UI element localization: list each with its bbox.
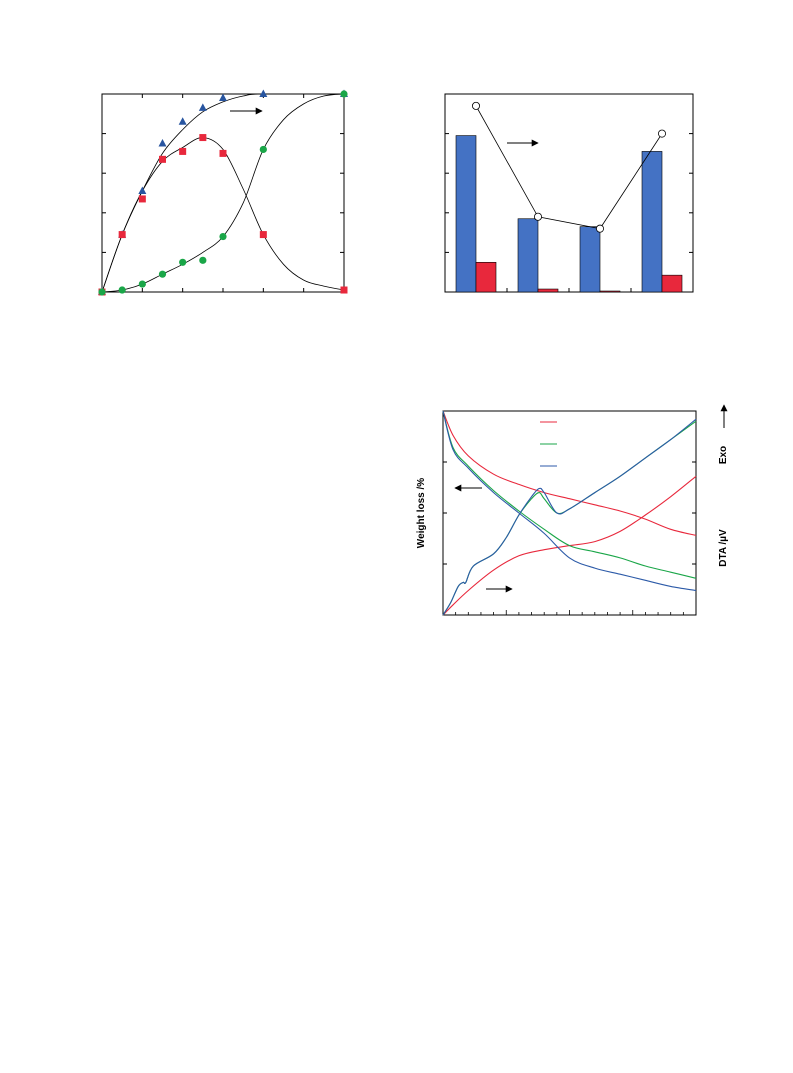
chart-2-ticks	[445, 93, 693, 293]
chart-2-bar-series-1	[641, 151, 663, 293]
chart-1-point-triangle	[178, 117, 187, 125]
chart-3-plot-frame	[442, 410, 697, 616]
chart-1-point-triangle	[219, 93, 227, 101]
chart-1-point-triangle	[158, 139, 167, 147]
chart-2-line-point	[534, 212, 543, 221]
chart-2-bars	[455, 135, 683, 293]
chart-1-point-circle	[179, 258, 187, 266]
chart-1-point-square	[219, 149, 227, 157]
chart-1-point-square	[118, 231, 126, 239]
chart-3-dta-line-1	[442, 475, 697, 616]
chart-2-bar-series-2	[599, 290, 621, 293]
chart-3-exo-label: Exo	[718, 446, 729, 464]
chart-2-bar-plot	[444, 93, 694, 293]
chart-3-lines	[442, 410, 697, 616]
chart-1-point-square	[179, 147, 187, 155]
chart-1-point-square	[159, 155, 166, 163]
chart-1-ticks	[101, 93, 345, 293]
chart-1-point-circle	[340, 90, 348, 98]
chart-1-point-square	[340, 286, 348, 294]
chart-2-bar-series-1	[579, 226, 601, 293]
chart-3-left-axis-label: Weight loss /%	[416, 478, 427, 548]
chart-2-line-point	[471, 101, 480, 110]
chart-3-right-axis-label: DTA /µV	[718, 529, 729, 567]
chart-1-point-square	[199, 134, 207, 142]
chart-1-point-circle	[118, 286, 126, 294]
chart-1-point-triangle	[259, 89, 268, 97]
chart-1-data-points	[98, 89, 348, 296]
chart-3-ticks	[442, 410, 697, 616]
chart-2-line-point	[596, 224, 605, 233]
chart-1-point-circle	[199, 256, 207, 264]
chart-1-point-circle	[259, 145, 267, 154]
chart-3-tg-line-3	[442, 410, 697, 592]
chart-2-bar-series-2	[475, 261, 497, 293]
chart-2-bar-series-2	[537, 288, 559, 293]
chart-1-curve-triangle	[101, 93, 345, 293]
chart-2-line-point	[658, 129, 667, 138]
chart-1-point-triangle	[198, 103, 207, 111]
chart-1-point-circle	[158, 270, 167, 278]
chart-1-plot-frame	[101, 93, 345, 293]
chart-3-dta-line-2	[442, 420, 697, 616]
chart-3-tg-line-1	[442, 410, 697, 536]
chart-3-dta-line-3	[442, 418, 697, 616]
chart-1-curve-circle	[101, 93, 345, 293]
chart-2-bar-series-2	[661, 274, 683, 293]
chart-3-tg-dta-plot: Weight loss /% DTA /µV Exo	[416, 404, 729, 616]
chart-1-point-triangle	[138, 186, 147, 195]
chart-1-point-circle	[138, 280, 146, 288]
chart-2-bar-series-1	[517, 218, 539, 293]
chart-3-tg-line-2	[442, 410, 697, 579]
chart-2-line	[475, 105, 663, 230]
chart-1-point-square	[259, 231, 267, 239]
chart-1-curve-square	[101, 137, 345, 293]
chart-1-point-circle	[98, 288, 106, 296]
chart-1-conversion-plot	[98, 89, 348, 296]
chart-2-line-series	[471, 101, 667, 233]
chart-1-point-square	[138, 195, 146, 203]
chart-3-legend-swatches	[540, 421, 557, 467]
chart-1-point-circle	[219, 232, 227, 241]
chart-2-bar-series-1	[455, 135, 477, 293]
chart-1-fit-curves	[101, 93, 345, 293]
